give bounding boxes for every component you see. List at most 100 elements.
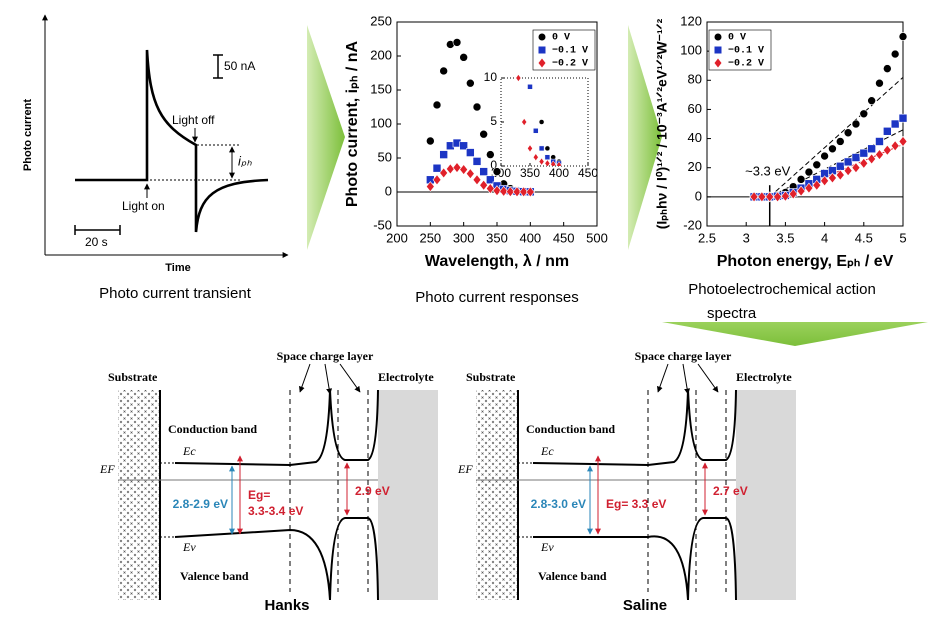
y-tick-label: 80 — [688, 72, 702, 87]
marker — [812, 160, 822, 170]
x-tick-label: 5 — [899, 230, 906, 245]
legend-label: −0.2 V — [552, 59, 588, 70]
marker — [890, 119, 900, 129]
marker — [452, 38, 462, 47]
marker — [485, 183, 495, 195]
x-axis-label: Photon energy, Eₚₕ / eV — [717, 253, 894, 270]
caption: Photo current responses — [415, 289, 578, 306]
inset-x-tick-label: 450 — [578, 166, 598, 180]
marker — [883, 126, 892, 136]
marker — [472, 157, 482, 166]
marker — [812, 179, 822, 191]
band-label: Saline — [623, 597, 667, 614]
annotation: Light off — [172, 113, 215, 127]
transient-panel: Photo current Time 50 nA 20 s Light off … — [22, 14, 289, 302]
x-tick-label: 200 — [386, 230, 408, 245]
marker — [714, 58, 722, 68]
marker — [828, 172, 837, 184]
x-tick-label: 4 — [821, 230, 828, 245]
band-label: Electrolyte — [378, 370, 434, 384]
pointer — [298, 363, 311, 393]
marker — [796, 185, 806, 197]
marker — [556, 161, 562, 166]
marker — [538, 46, 546, 54]
x-tick-label: 4.5 — [855, 230, 873, 245]
marker — [425, 181, 435, 193]
scale-label: 50 nA — [224, 59, 255, 73]
band-label: 3.3-3.4 eV — [248, 504, 303, 518]
y-axis-label: Photo current, iₚₕ / nA — [344, 40, 361, 207]
marker — [788, 188, 798, 200]
marker — [538, 119, 545, 125]
marker — [459, 164, 469, 176]
inset-y-tick-label: 0 — [490, 158, 497, 172]
flow-arrow — [628, 25, 662, 250]
marker — [781, 190, 790, 202]
marker — [875, 137, 884, 146]
marker — [479, 129, 488, 139]
marker — [550, 160, 557, 166]
band-label: Ev — [540, 540, 554, 554]
marker — [804, 167, 814, 177]
scale-bar — [213, 54, 223, 79]
marker — [432, 174, 442, 186]
caption: Photo current transient — [99, 285, 252, 302]
marker — [538, 157, 545, 166]
legend-label: 0 V — [728, 33, 746, 44]
marker — [479, 167, 488, 176]
marker — [544, 154, 551, 160]
electrolyte — [378, 390, 438, 600]
electrolyte — [736, 390, 796, 600]
marker — [867, 144, 876, 154]
axis-label: Photo current — [22, 99, 34, 171]
x-tick-label: 250 — [419, 230, 441, 245]
band-label: Space charge layer — [635, 349, 732, 363]
marker — [835, 161, 845, 171]
marker — [459, 53, 468, 62]
marker — [492, 167, 502, 176]
y-axis-label: (Iₚₕhν / I⁰)¹ᐟ² / 10⁻³A¹ᐟ²eV¹ᐟ²W⁻¹ᐟ² — [654, 18, 670, 229]
marker — [439, 167, 449, 179]
marker — [426, 136, 435, 146]
y-tick-label: 200 — [370, 47, 392, 62]
y-tick-label: 50 — [378, 149, 392, 164]
substrate — [476, 390, 518, 600]
band-label: Valence band — [180, 569, 249, 583]
marker — [875, 149, 884, 161]
marker — [432, 100, 442, 110]
marker — [828, 144, 837, 154]
x-tick-label: 300 — [453, 230, 475, 245]
band-label: 2.9 eV — [355, 484, 390, 498]
y-tick-label: 60 — [688, 101, 702, 116]
annotation: Light on — [122, 199, 165, 213]
marker — [439, 66, 448, 76]
marker — [533, 128, 539, 134]
flow-arrow — [307, 25, 345, 250]
x-tick-label: 3 — [743, 230, 750, 245]
marker — [466, 78, 475, 88]
band-label: EF — [457, 462, 473, 476]
plot-frame — [706, 21, 904, 227]
y-tick-label: 0 — [695, 188, 702, 203]
marker — [538, 58, 546, 68]
x-tick-label: 450 — [553, 230, 575, 245]
inset-x-tick-label: 400 — [549, 166, 569, 180]
marker — [851, 119, 861, 129]
band-label: Ec — [182, 444, 196, 458]
pointer — [682, 363, 691, 395]
marker — [527, 84, 533, 90]
y-tick-label: 150 — [370, 81, 392, 96]
band-label: Valence band — [538, 569, 607, 583]
y-tick-label: 100 — [680, 43, 702, 58]
marker — [898, 113, 908, 123]
pointer — [697, 363, 719, 393]
marker — [843, 157, 853, 167]
band-label: 2.8-3.0 eV — [531, 497, 586, 511]
band-label: 2.8-2.9 eV — [173, 497, 228, 511]
marker — [859, 109, 869, 119]
legend-label: −0.2 V — [728, 59, 764, 70]
transient-curve — [75, 49, 269, 233]
marker — [765, 191, 775, 203]
marker — [499, 185, 509, 197]
